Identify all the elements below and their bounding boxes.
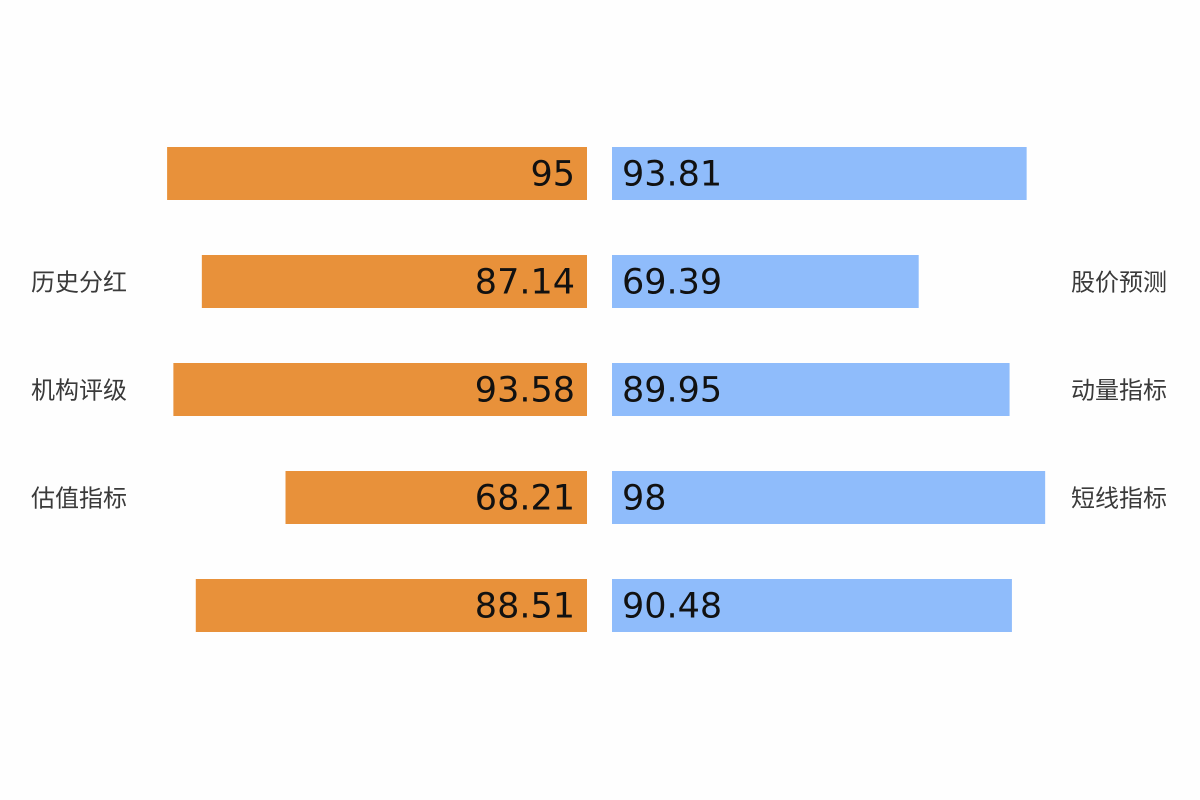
value-label-right: 89.95 [622, 371, 722, 411]
category-label-right: 动量指标 [1071, 377, 1167, 405]
value-label-right: 90.48 [622, 587, 722, 627]
bar-right [612, 579, 1012, 632]
chart-row: 93.58 89.95 机构评级 动量指标 [31, 363, 1167, 416]
category-label-right: 短线指标 [1071, 485, 1167, 513]
bar-left [201, 255, 588, 308]
bar-right [612, 255, 919, 308]
bar-left [173, 363, 587, 416]
category-label-left: 历史分红 [31, 269, 127, 297]
category-label-left: 机构评级 [31, 377, 127, 405]
value-label-left: 68.21 [475, 479, 575, 519]
value-label-right: 69.39 [622, 263, 722, 303]
value-label-right: 93.81 [622, 155, 722, 195]
category-label-right: 股价预测 [1071, 269, 1167, 297]
value-label-left: 95 [530, 155, 575, 195]
value-label-left: 87.14 [475, 263, 575, 303]
chart-row: 68.21 98 估值指标 短线指标 [31, 471, 1167, 524]
bar-left [195, 579, 587, 632]
bar-right [612, 363, 1010, 416]
bar-left [167, 147, 587, 200]
chart-row: 95 93.81 [167, 147, 1027, 200]
value-label-left: 88.51 [475, 587, 575, 627]
value-label-left: 93.58 [475, 371, 575, 411]
bar-right [612, 147, 1027, 200]
category-label-left: 估值指标 [31, 485, 127, 513]
chart-row: 88.51 90.48 [195, 579, 1012, 632]
bar-left [285, 471, 587, 524]
value-label-right: 98 [622, 479, 667, 519]
bar-right [612, 471, 1046, 524]
chart-row: 87.14 69.39 历史分红 股价预测 [31, 255, 1167, 308]
